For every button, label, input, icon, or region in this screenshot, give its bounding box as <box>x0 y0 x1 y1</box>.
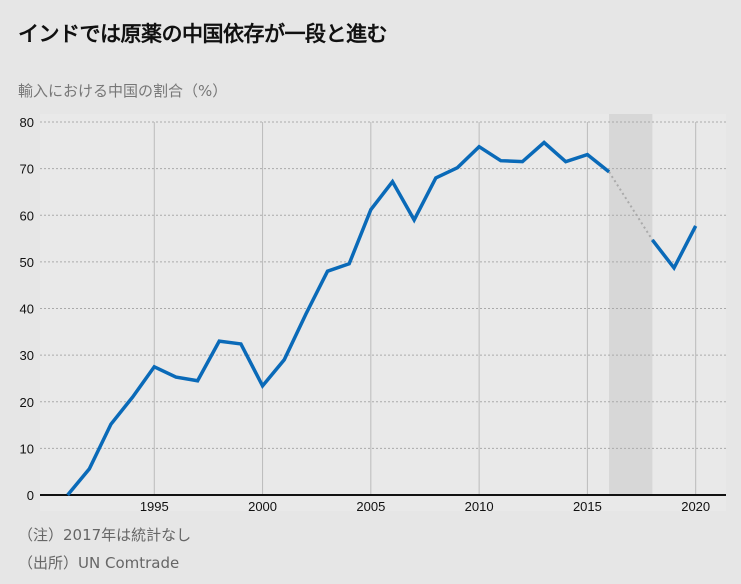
x-tick-label: 2000 <box>248 499 277 514</box>
y-tick-label: 30 <box>20 348 34 363</box>
y-axis-label: 輸入における中国の割合（%） <box>18 82 228 100</box>
note-text: （注）2017年は統計なし <box>18 526 192 544</box>
y-tick-label: 80 <box>20 115 34 130</box>
x-tick-label: 2015 <box>573 499 602 514</box>
y-tick-label: 20 <box>20 395 34 410</box>
y-tick-label: 0 <box>27 488 34 503</box>
y-tick-label: 60 <box>20 208 34 223</box>
x-tick-label: 2005 <box>356 499 385 514</box>
x-tick-label: 2020 <box>681 499 710 514</box>
y-tick-label: 40 <box>20 302 34 317</box>
chart-title: インドでは原薬の中国依存が一段と進む <box>18 22 388 46</box>
series-line <box>66 140 611 497</box>
gap-dotted-line <box>608 171 654 241</box>
x-tick-label: 1995 <box>140 499 169 514</box>
y-tick-label: 10 <box>20 441 34 456</box>
y-tick-label: 70 <box>20 162 34 177</box>
source-text: （出所）UN Comtrade <box>18 554 180 572</box>
y-tick-label: 50 <box>20 255 34 270</box>
shaded-missing-year <box>609 114 653 495</box>
x-tick-label: 2010 <box>465 499 494 514</box>
